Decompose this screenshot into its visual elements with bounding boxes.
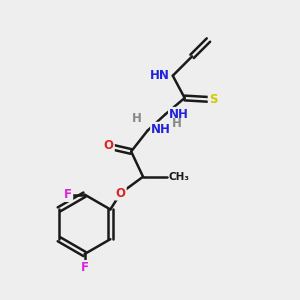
Text: O: O — [104, 139, 114, 152]
Text: H: H — [172, 117, 182, 130]
Text: NH: NH — [151, 123, 171, 136]
Text: S: S — [208, 93, 217, 106]
Text: O: O — [116, 187, 126, 200]
Text: CH₃: CH₃ — [168, 172, 189, 182]
Text: NH: NH — [169, 108, 189, 121]
Text: F: F — [81, 261, 88, 274]
Text: F: F — [64, 188, 72, 201]
Text: HN: HN — [150, 69, 170, 82]
Text: H: H — [132, 112, 142, 125]
